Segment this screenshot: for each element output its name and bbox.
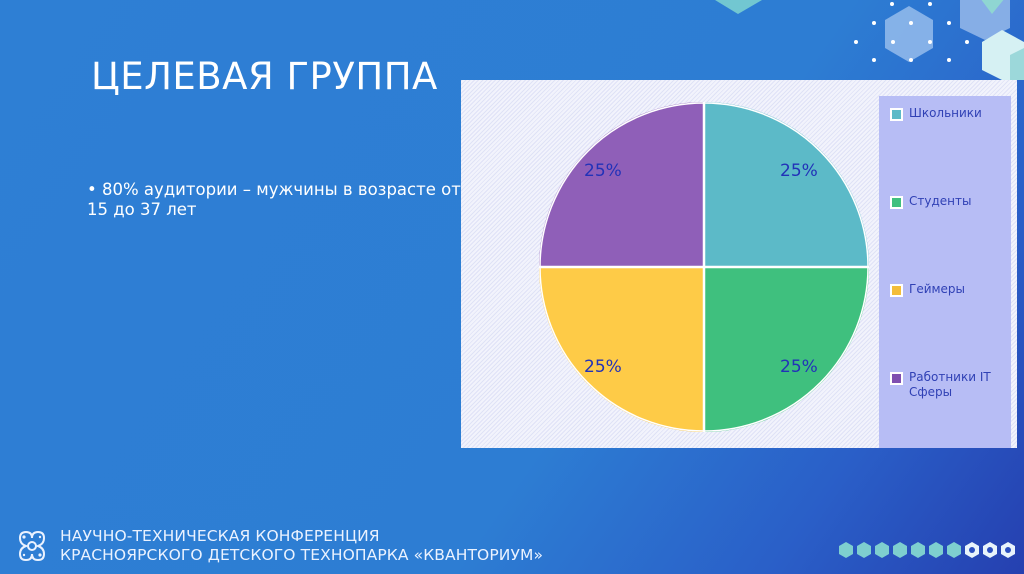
legend-item-it-workers: Работники IT Сферы <box>890 370 1009 400</box>
slice-gamers <box>539 267 704 432</box>
footer: НАУЧНО-ТЕХНИЧЕСКАЯ КОНФЕРЕНЦИЯ КРАСНОЯРС… <box>14 527 543 565</box>
label-bottom-right: 25% <box>780 357 818 377</box>
legend-item-students: Студенты <box>890 194 1009 209</box>
swatch-icon <box>890 372 903 385</box>
progress-hex-filled-icon <box>928 542 944 558</box>
progress-hex-filled-icon <box>874 542 890 558</box>
legend-item-schoolchildren: Школьники <box>890 106 1009 121</box>
label-top-right: 25% <box>780 161 818 181</box>
progress-hex-empty-icon <box>1000 542 1016 558</box>
progress-hex-filled-icon <box>838 542 854 558</box>
progress-hex-filled-icon <box>892 542 908 558</box>
progress-hex-filled-icon <box>856 542 872 558</box>
slide-progress-indicator <box>838 542 1016 558</box>
swatch-icon <box>890 108 903 121</box>
pie-chart: 25% 25% 25% 25% Школьники Студенты Гейме… <box>461 80 1017 448</box>
progress-hex-empty-icon <box>964 542 980 558</box>
slice-schoolchildren <box>704 102 869 267</box>
label-top-left: 25% <box>584 161 622 181</box>
slide-title: ЦЕЛЕВАЯ ГРУППА <box>91 55 438 98</box>
legend-item-gamers: Геймеры <box>890 282 1009 297</box>
slice-students <box>704 267 869 432</box>
label-bottom-left: 25% <box>584 357 622 377</box>
chart-legend: Школьники Студенты Геймеры Работники IT … <box>879 96 1011 448</box>
footer-line-1: НАУЧНО-ТЕХНИЧЕСКАЯ КОНФЕРЕНЦИЯ <box>60 527 380 545</box>
progress-hex-filled-icon <box>910 542 926 558</box>
slice-it-workers <box>539 102 704 267</box>
swatch-icon <box>890 196 903 209</box>
hexagon-decoration <box>715 0 1024 80</box>
progress-hex-empty-icon <box>982 542 998 558</box>
bullet-text: • 80% аудитории – мужчины в возрасте от … <box>87 180 461 219</box>
swatch-icon <box>890 284 903 297</box>
footer-line-2: КРАСНОЯРСКОГО ДЕТСКОГО ТЕХНОПАРКА «КВАНТ… <box>60 546 544 564</box>
pie: 25% 25% 25% 25% <box>539 102 869 432</box>
kvantorium-logo-icon <box>18 530 46 562</box>
progress-hex-filled-icon <box>946 542 962 558</box>
